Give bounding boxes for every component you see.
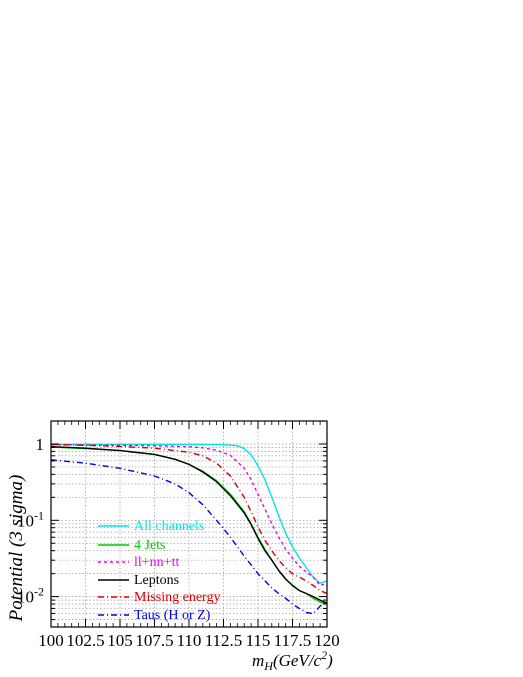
y-tick-base: 10 <box>17 511 34 530</box>
x-axis-label: mH(GeV/c2) <box>252 648 333 673</box>
x-tick-label: 107.5 <box>135 631 173 650</box>
x-tick-label: 110 <box>177 631 202 650</box>
series-line-3 <box>50 446 328 604</box>
legend-label-5: Taus (H or Z) <box>134 608 211 623</box>
legend-label-1: 4 Jets <box>134 538 166 553</box>
x-tick-label: 105 <box>107 631 133 650</box>
y-tick-base: 10 <box>17 588 34 607</box>
y-tick-label: 10-2 <box>17 585 44 607</box>
series-line-2 <box>50 443 328 587</box>
y-tick-base: 1 <box>36 435 45 454</box>
x-axis-label-part: (GeV/c <box>273 651 322 670</box>
x-tick-label: 115 <box>246 631 271 650</box>
y-axis-label: Potential (3 sigma) <box>6 475 27 623</box>
x-tick-label: 120 <box>314 631 340 650</box>
y-tick-exponent: -2 <box>34 585 44 599</box>
x-tick-label: 112.5 <box>205 631 243 650</box>
series-line-5 <box>50 459 328 615</box>
x-axis-label-text: mH(GeV/c2) <box>252 648 333 673</box>
axis-ticks: 100 102.5 105 107.5 110 112.5 115 117.5 120110-1… <box>17 420 340 650</box>
series-line-4 <box>50 443 328 595</box>
x-axis-label-part: ) <box>326 651 333 670</box>
legend-label-0: All channels <box>134 519 204 534</box>
legend-label-2: ll+nn+tt <box>134 555 179 570</box>
y-tick-label: 1 <box>36 435 45 454</box>
x-axis-label-part: m <box>252 651 264 670</box>
legend: All channels 4 Jets ll+nn+tt Leptons Missing… <box>98 519 220 623</box>
x-tick-label: 117.5 <box>274 631 312 650</box>
series-lines <box>50 443 328 615</box>
y-tick-exponent: -1 <box>34 508 44 522</box>
y-tick-label: 10-1 <box>17 508 44 530</box>
x-tick-label: 100 <box>38 631 64 650</box>
x-axis-label-part: H <box>263 659 274 673</box>
x-axis-label-part: 2 <box>321 648 327 662</box>
series-line-0 <box>51 443 328 584</box>
legend-label-3: Leptons <box>134 573 179 588</box>
legend-label-4: Missing energy <box>134 590 220 605</box>
x-tick-label: 102.5 <box>66 631 104 650</box>
